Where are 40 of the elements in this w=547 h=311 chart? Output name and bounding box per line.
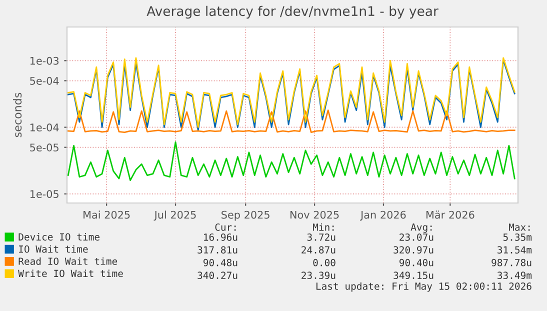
text: 23.39u bbox=[302, 272, 336, 280]
line-series bbox=[67, 110, 516, 134]
y-tick-label: 1e-04 bbox=[30, 124, 59, 132]
x-tick-label: Jan 2026 bbox=[360, 210, 406, 221]
x-tick-label: Nov 2025 bbox=[290, 210, 339, 219]
line-series bbox=[67, 141, 516, 181]
legend-label: IO Wait time bbox=[19, 245, 88, 253]
y-axis-title: seconds bbox=[13, 92, 22, 138]
text: Max: bbox=[508, 224, 530, 231]
y-tick-label: 1e-03 bbox=[30, 56, 59, 65]
text: 24.87u bbox=[302, 246, 336, 254]
text: 31.54m bbox=[498, 246, 532, 254]
text: 16.96u bbox=[204, 233, 238, 241]
text: Avg: bbox=[410, 224, 432, 233]
text: Last update: Fri May 15 02:00:11 2026 bbox=[316, 282, 532, 292]
y-tick-label: 1e-05 bbox=[30, 190, 58, 198]
y-tick-label: 5e-04 bbox=[30, 76, 59, 85]
text: 5.35m bbox=[503, 233, 532, 241]
text: 0.00 bbox=[313, 258, 336, 266]
x-tick-label: Sep 2025 bbox=[222, 210, 270, 221]
text: 90.48u bbox=[203, 258, 238, 266]
chart-title: Average latency for /dev/nvme1n1 - by year bbox=[146, 6, 438, 19]
text: Cur: bbox=[215, 223, 236, 231]
text: 90.40u bbox=[399, 258, 434, 266]
text: 320.97u bbox=[394, 246, 434, 254]
text: 349.15u bbox=[394, 272, 434, 280]
legend-label: Read IO Wait time bbox=[18, 257, 118, 265]
text: Min: bbox=[312, 223, 334, 231]
text: 317.81u bbox=[198, 246, 238, 254]
text: 3.72u bbox=[307, 233, 336, 241]
x-tick-label: Jul 2025 bbox=[154, 210, 196, 221]
legend-label: Device IO time bbox=[18, 233, 100, 241]
text: 33.49m bbox=[498, 272, 532, 280]
text: 23.07u bbox=[400, 233, 434, 241]
x-tick-label: Mär 2026 bbox=[426, 210, 474, 219]
text: 987.78u bbox=[492, 258, 532, 266]
legend-label: Write IO Wait time bbox=[18, 270, 123, 278]
text: 340.27u bbox=[198, 272, 238, 280]
y-tick-label: 5e-05 bbox=[30, 144, 58, 152]
x-tick-label: Mai 2025 bbox=[84, 210, 130, 219]
